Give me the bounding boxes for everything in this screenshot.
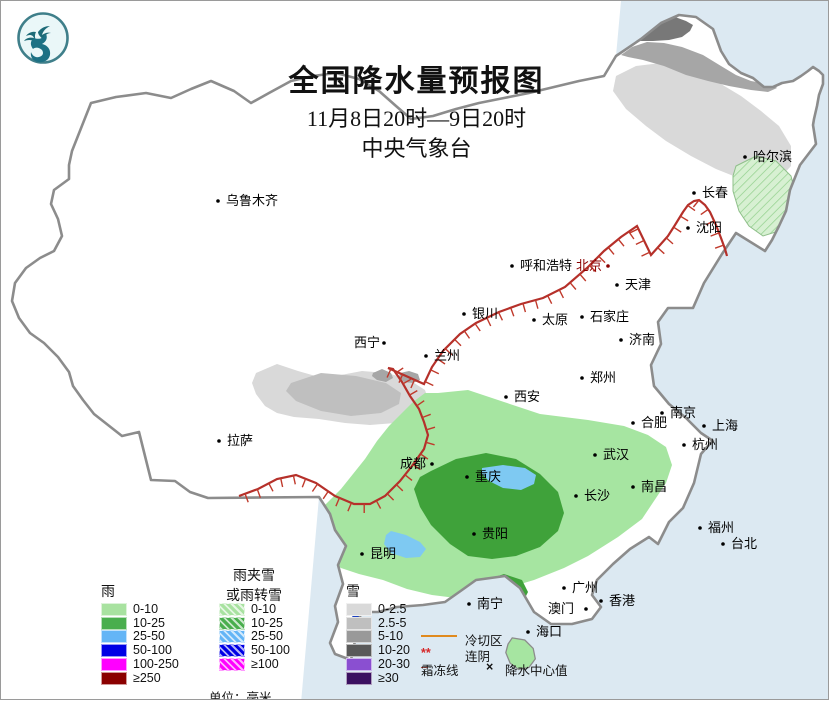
svg-text:呼和浩特: 呼和浩特 (520, 258, 572, 273)
svg-text:石家庄: 石家庄 (590, 309, 629, 324)
svg-text:天津: 天津 (625, 277, 651, 292)
svg-text:北京: 北京 (576, 258, 602, 273)
svg-text:南京: 南京 (670, 405, 696, 420)
svg-text:西安: 西安 (514, 389, 540, 404)
svg-text:贵阳: 贵阳 (482, 526, 508, 541)
svg-text:南昌: 南昌 (641, 479, 667, 494)
svg-text:太原: 太原 (542, 312, 568, 327)
svg-text:长沙: 长沙 (584, 488, 610, 503)
svg-text:台北: 台北 (731, 536, 757, 551)
svg-text:重庆: 重庆 (475, 469, 501, 484)
svg-text:长春: 长春 (702, 185, 728, 200)
svg-text:杭州: 杭州 (692, 437, 718, 452)
svg-text:武汉: 武汉 (603, 447, 629, 462)
svg-text:上海: 上海 (712, 418, 738, 433)
svg-text:昆明: 昆明 (370, 546, 396, 561)
svg-text:郑州: 郑州 (590, 370, 616, 385)
svg-text:合肥: 合肥 (641, 415, 667, 430)
svg-text:兰州: 兰州 (434, 348, 460, 363)
svg-text:拉萨: 拉萨 (227, 433, 253, 448)
svg-text:成都: 成都 (400, 456, 426, 471)
svg-text:银川: 银川 (472, 306, 498, 321)
svg-text:西宁: 西宁 (354, 335, 380, 350)
svg-text:福州: 福州 (708, 520, 734, 535)
svg-text:乌鲁木齐: 乌鲁木齐 (226, 193, 278, 208)
svg-text:沈阳: 沈阳 (696, 220, 722, 235)
svg-text:济南: 济南 (629, 332, 655, 347)
